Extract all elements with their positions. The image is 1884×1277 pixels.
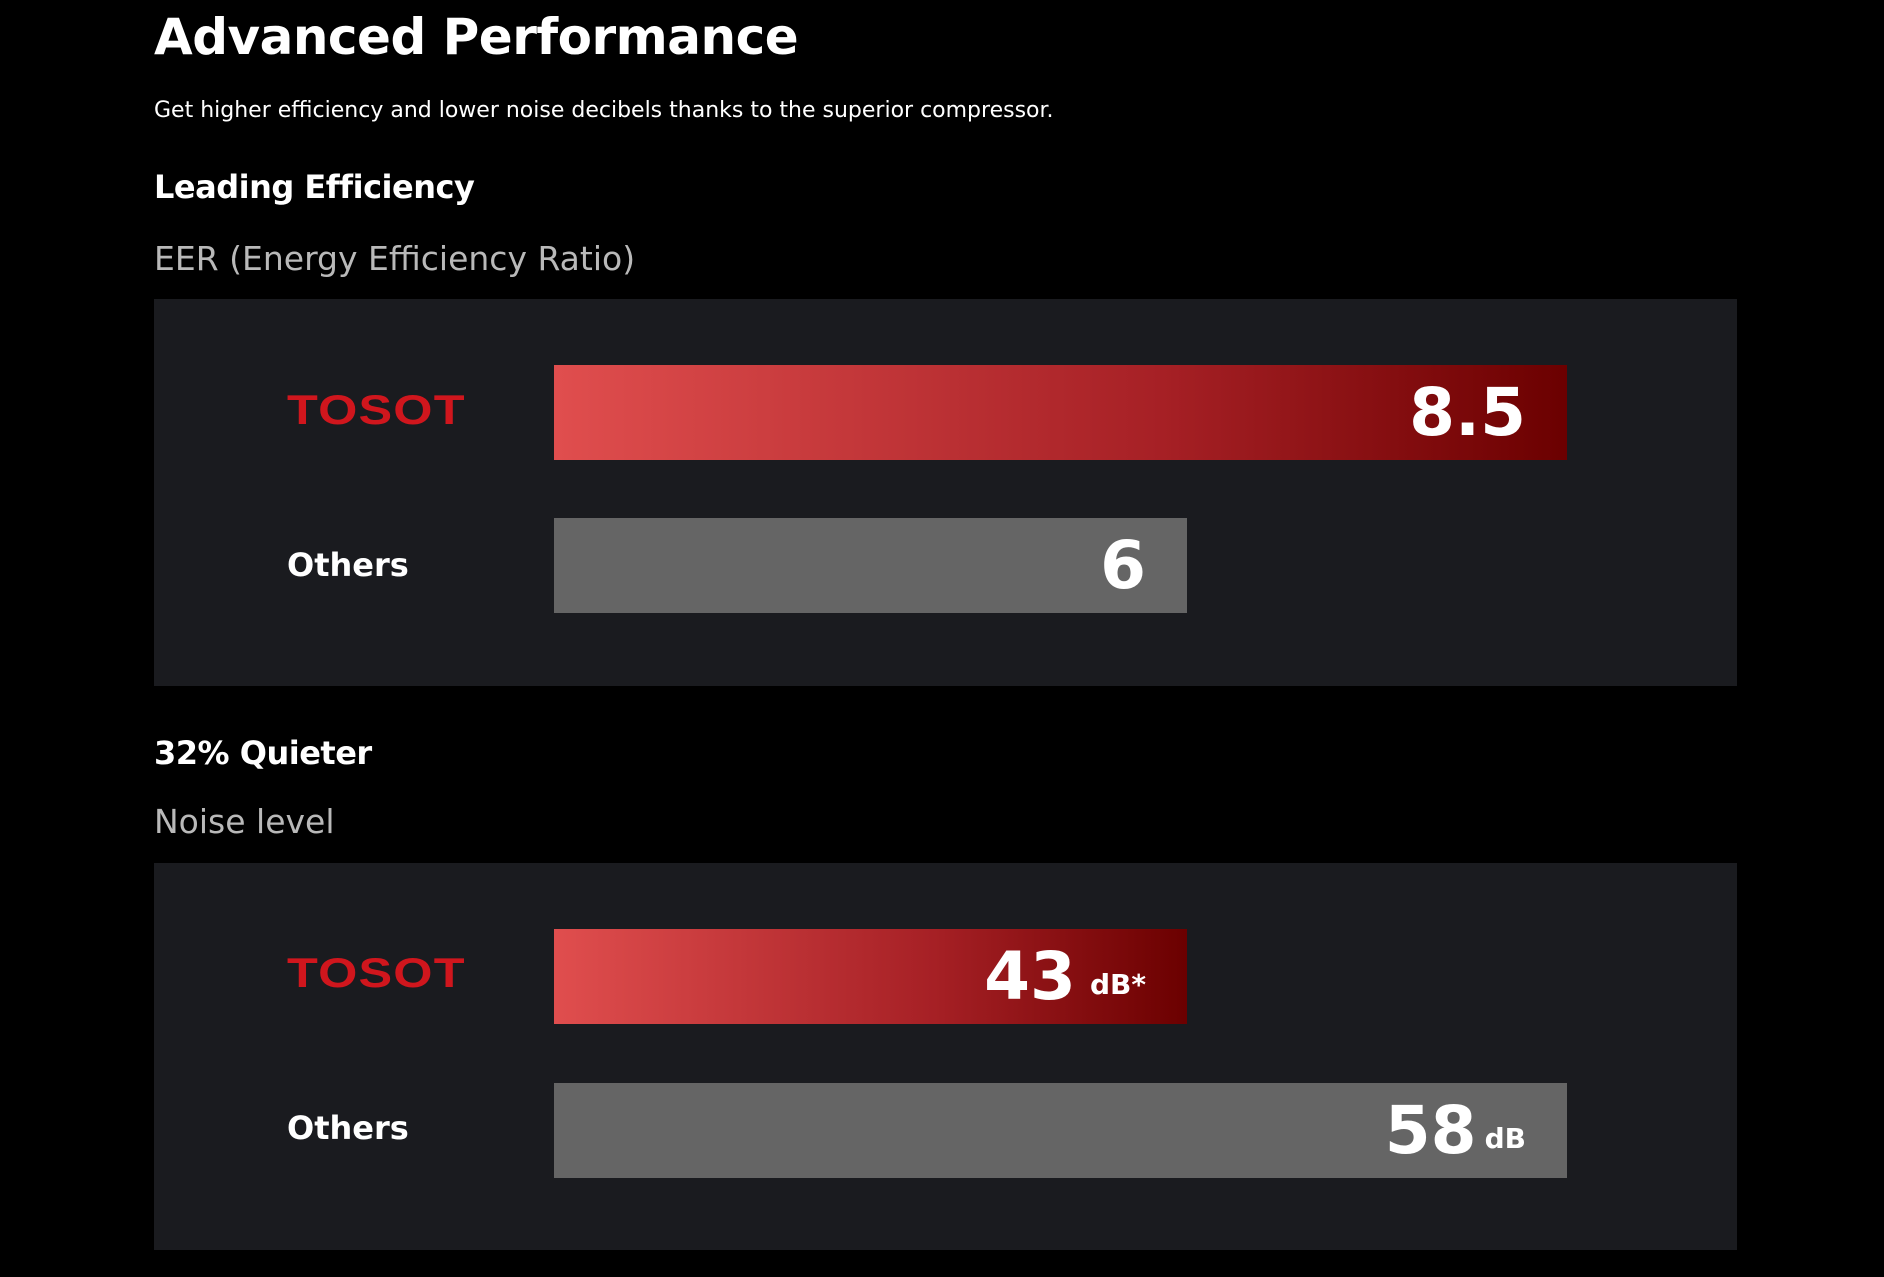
- comparison-panel: [154, 863, 1737, 1250]
- brand-bar: 8.5: [554, 365, 1567, 460]
- bar-unit: dB*: [1089, 968, 1146, 1001]
- row-label: Others: [287, 546, 409, 584]
- comparison-panel: [154, 299, 1737, 686]
- others-bar: 6: [554, 518, 1187, 613]
- brand-bar: 43 dB*: [554, 929, 1187, 1024]
- brand-logo: TOSOT: [287, 386, 466, 433]
- bar-value: 58: [1384, 1092, 1477, 1169]
- section-heading: 32% Quieter: [154, 734, 372, 772]
- section-metric: Noise level: [154, 802, 335, 841]
- row-label: Others: [287, 1109, 409, 1147]
- page-subtitle: Get higher efficiency and lower noise de…: [154, 98, 1054, 123]
- page-title: Advanced Performance: [154, 8, 799, 66]
- section-metric: EER (Energy Efficiency Ratio): [154, 239, 636, 278]
- section-heading: Leading Efficiency: [154, 168, 475, 206]
- bar-value: 43: [984, 938, 1076, 1015]
- brand-logo: TOSOT: [287, 949, 466, 996]
- bar-value: 8.5: [1409, 374, 1526, 451]
- others-bar: 58 dB: [554, 1083, 1567, 1178]
- bar-unit: dB: [1484, 1122, 1526, 1155]
- bar-value: 6: [1100, 527, 1146, 604]
